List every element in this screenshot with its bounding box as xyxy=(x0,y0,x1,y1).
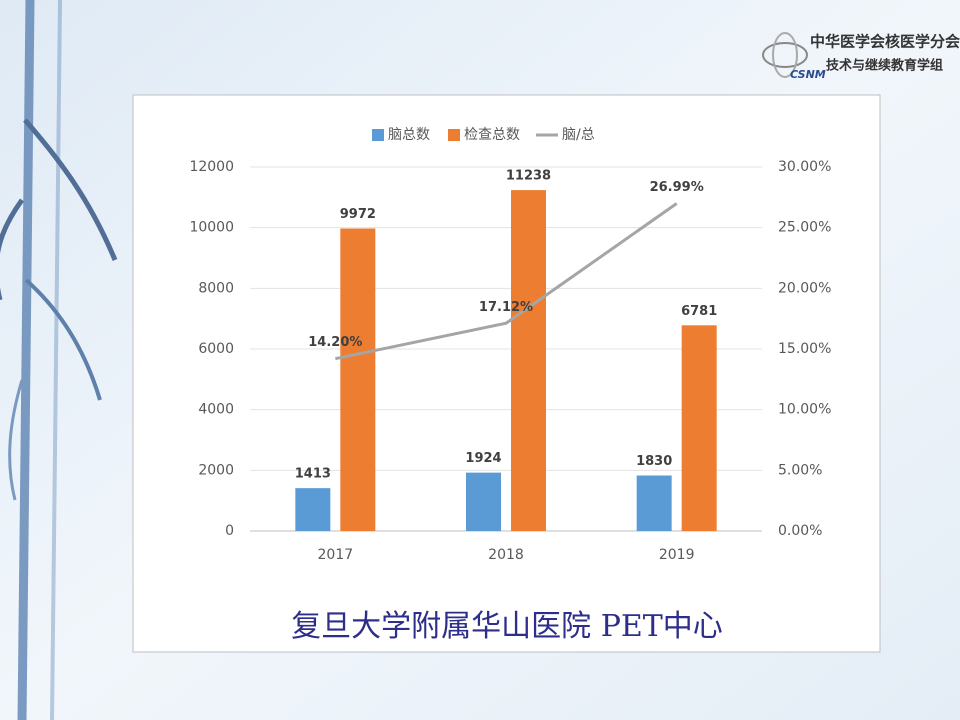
y2-tick-label: 30.00% xyxy=(778,159,831,175)
bar xyxy=(295,488,331,531)
data-label: 9972 xyxy=(340,207,376,222)
legend-label: 脑/总 xyxy=(562,127,595,143)
y-tick-label: 12000 xyxy=(189,159,234,175)
data-label: 1830 xyxy=(636,454,672,469)
bar xyxy=(636,475,672,531)
y-tick-label: 4000 xyxy=(198,402,234,418)
x-tick-label: 2018 xyxy=(488,547,524,563)
data-label: 11238 xyxy=(506,169,551,184)
line xyxy=(335,202,678,361)
bar xyxy=(466,472,501,531)
y2-tick-label: 20.00% xyxy=(778,280,831,296)
x-tick-label: 2017 xyxy=(318,547,354,563)
legend-swatch xyxy=(448,129,460,141)
logo-orbit xyxy=(762,42,808,68)
legend-label: 脑总数 xyxy=(388,127,430,143)
caption: 复旦大学附属华山医院 PET中心 xyxy=(291,609,723,644)
logo-mark: CSNM xyxy=(790,68,826,81)
logo-title: 中华医学会核医学分会 xyxy=(810,33,960,51)
data-label: 14.20% xyxy=(308,335,362,350)
chart-frame xyxy=(132,94,881,653)
y2-tick-label: 0.00% xyxy=(778,523,822,539)
y2-tick-label: 5.00% xyxy=(778,462,822,478)
y2-tick-label: 25.00% xyxy=(778,220,831,236)
data-label: 6781 xyxy=(681,304,717,319)
y-tick-label: 0 xyxy=(225,523,234,539)
bar xyxy=(511,190,546,531)
data-label: 1924 xyxy=(465,451,501,466)
data-label: 26.99% xyxy=(650,180,704,195)
y-tick-label: 8000 xyxy=(198,280,234,296)
y-tick-label: 2000 xyxy=(198,462,234,478)
y-tick-label: 6000 xyxy=(198,341,234,357)
logo-orbit xyxy=(772,32,798,78)
data-label: 1413 xyxy=(295,467,331,482)
legend-label: 检查总数 xyxy=(464,127,520,143)
logo: CSNM 中华医学会核医学分会 技术与继续教育学组 xyxy=(762,32,960,81)
legend-swatch xyxy=(372,129,384,141)
y2-tick-label: 15.00% xyxy=(778,341,831,357)
data-label: 17.12% xyxy=(479,300,533,315)
bamboo-decoration xyxy=(0,0,118,720)
x-tick-label: 2019 xyxy=(659,547,695,563)
y-tick-label: 10000 xyxy=(189,220,234,236)
logo-subtitle: 技术与继续教育学组 xyxy=(826,58,943,74)
chart: 0 2000 4000 6000 8000 10000 12000 0.00% 5.00% 10.… xyxy=(189,127,831,563)
bar xyxy=(681,325,717,531)
y2-tick-label: 10.00% xyxy=(778,402,831,418)
bar xyxy=(340,228,376,532)
